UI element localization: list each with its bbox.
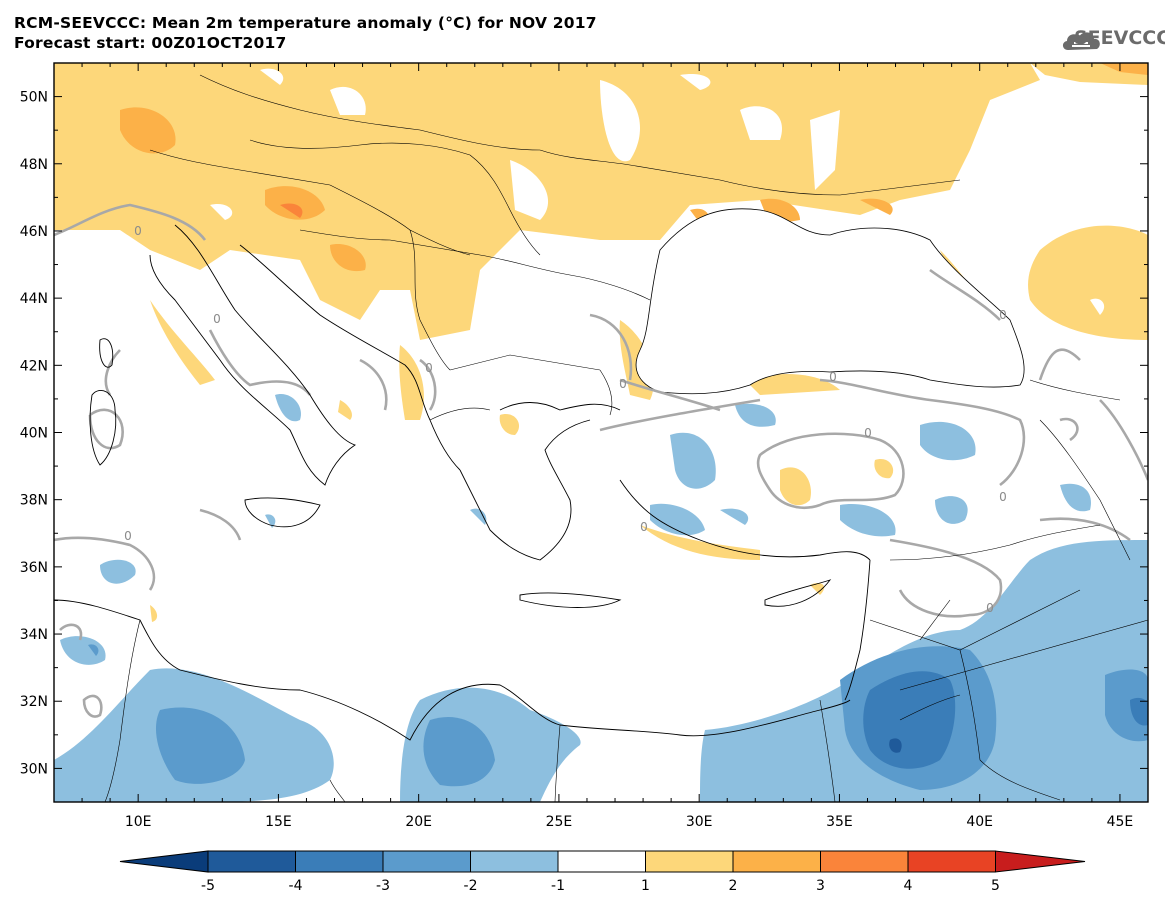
colorbar — [119, 850, 1086, 873]
lat-tick-label: 36N — [20, 560, 48, 576]
zero-contour-label: 0 — [864, 426, 872, 440]
lat-tick-label: 34N — [20, 627, 48, 643]
colorbar-swatch — [820, 850, 909, 873]
lon-tick-label: 20E — [405, 814, 432, 830]
colorbar-under-arrow — [119, 850, 209, 873]
colorbar-label: 1 — [641, 878, 650, 894]
lat-tick-label: 46N — [20, 224, 48, 240]
neutral-holes — [210, 68, 1105, 315]
black-sea — [635, 208, 1025, 395]
anomaly-minus3-minus4-areas — [863, 671, 1148, 769]
colorbar-label: 2 — [729, 878, 738, 894]
colorbar-swatch — [295, 850, 384, 873]
zero-contour-label: 0 — [425, 361, 433, 375]
lat-tick-label: 44N — [20, 291, 48, 307]
latitude-labels: 30N 32N 34N 36N 38N 40N 42N 44N 46N 48N 50N — [20, 90, 48, 778]
zero-contour-label: 0 — [124, 529, 132, 543]
colorbar-swatch — [557, 850, 646, 873]
lat-tick-label: 48N — [20, 157, 48, 173]
colorbar-label: -2 — [464, 878, 478, 894]
axis-ticks — [53, 62, 1149, 803]
colorbar-label: 3 — [816, 878, 825, 894]
lat-tick-label: 50N — [20, 90, 48, 106]
zero-contour-label: 0 — [640, 520, 648, 534]
lon-tick-label: 25E — [546, 814, 573, 830]
lon-tick-label: 30E — [686, 814, 713, 830]
zero-contour-label: 0 — [999, 308, 1007, 322]
colorbar-swatch — [382, 850, 471, 873]
colorbar-label: -5 — [201, 878, 215, 894]
colorbar-swatch — [645, 850, 734, 873]
colorbar-swatch — [732, 850, 821, 873]
zero-contour-label: 0 — [829, 370, 837, 384]
lat-tick-label: 40N — [20, 426, 48, 442]
zero-contours — [54, 203, 1148, 718]
zero-contour-label: 0 — [999, 490, 1007, 504]
zero-contour-label: 0 — [619, 377, 627, 391]
colorbar-label: 5 — [991, 878, 1000, 894]
zero-contour-label: 0 — [986, 601, 994, 615]
zero-contour-labels: 0 0 0 0 0 0 0 0 0 0 0 — [124, 224, 1007, 615]
map-title: RCM-SEEVCCC: Mean 2m temperature anomaly… — [14, 14, 597, 32]
colorbar-labels: -5 -4 -3 -2 -1 1 2 3 4 5 — [201, 878, 1000, 894]
colorbar-swatch — [470, 850, 559, 873]
colorbar-label: -3 — [376, 878, 390, 894]
anomaly-minus4-minus5-areas — [889, 738, 902, 753]
colorbar-label: -4 — [289, 878, 303, 894]
colorbar-swatch — [207, 850, 296, 873]
colorbar-label: 4 — [904, 878, 913, 894]
lat-tick-label: 32N — [20, 694, 48, 710]
country-borders — [104, 74, 1148, 802]
zero-contour-label: 0 — [213, 312, 221, 326]
lat-tick-label: 30N — [20, 761, 48, 777]
zero-contour-label: 0 — [134, 224, 142, 238]
lat-tick-label: 38N — [20, 493, 48, 509]
colorbar-label: -1 — [551, 878, 565, 894]
lon-tick-label: 40E — [966, 814, 993, 830]
lon-tick-label: 35E — [826, 814, 853, 830]
longitude-labels: 10E 15E 20E 25E 30E 35E 40E 45E — [125, 814, 1133, 830]
anomaly-field: 0 0 0 0 0 0 0 0 0 0 0 — [54, 63, 1148, 802]
cloud-logo-icon — [1062, 32, 1100, 50]
logo-text: SEEVCCC — [1074, 27, 1165, 49]
lat-tick-label: 42N — [20, 358, 48, 374]
coastlines — [54, 224, 871, 741]
colorbar-over-arrow — [995, 850, 1086, 873]
colorbar-swatch — [907, 850, 996, 873]
lon-tick-label: 10E — [125, 814, 152, 830]
lon-tick-label: 45E — [1107, 814, 1134, 830]
lon-tick-label: 15E — [265, 814, 292, 830]
forecast-start-label: Forecast start: 00Z01OCT2017 — [14, 34, 287, 52]
